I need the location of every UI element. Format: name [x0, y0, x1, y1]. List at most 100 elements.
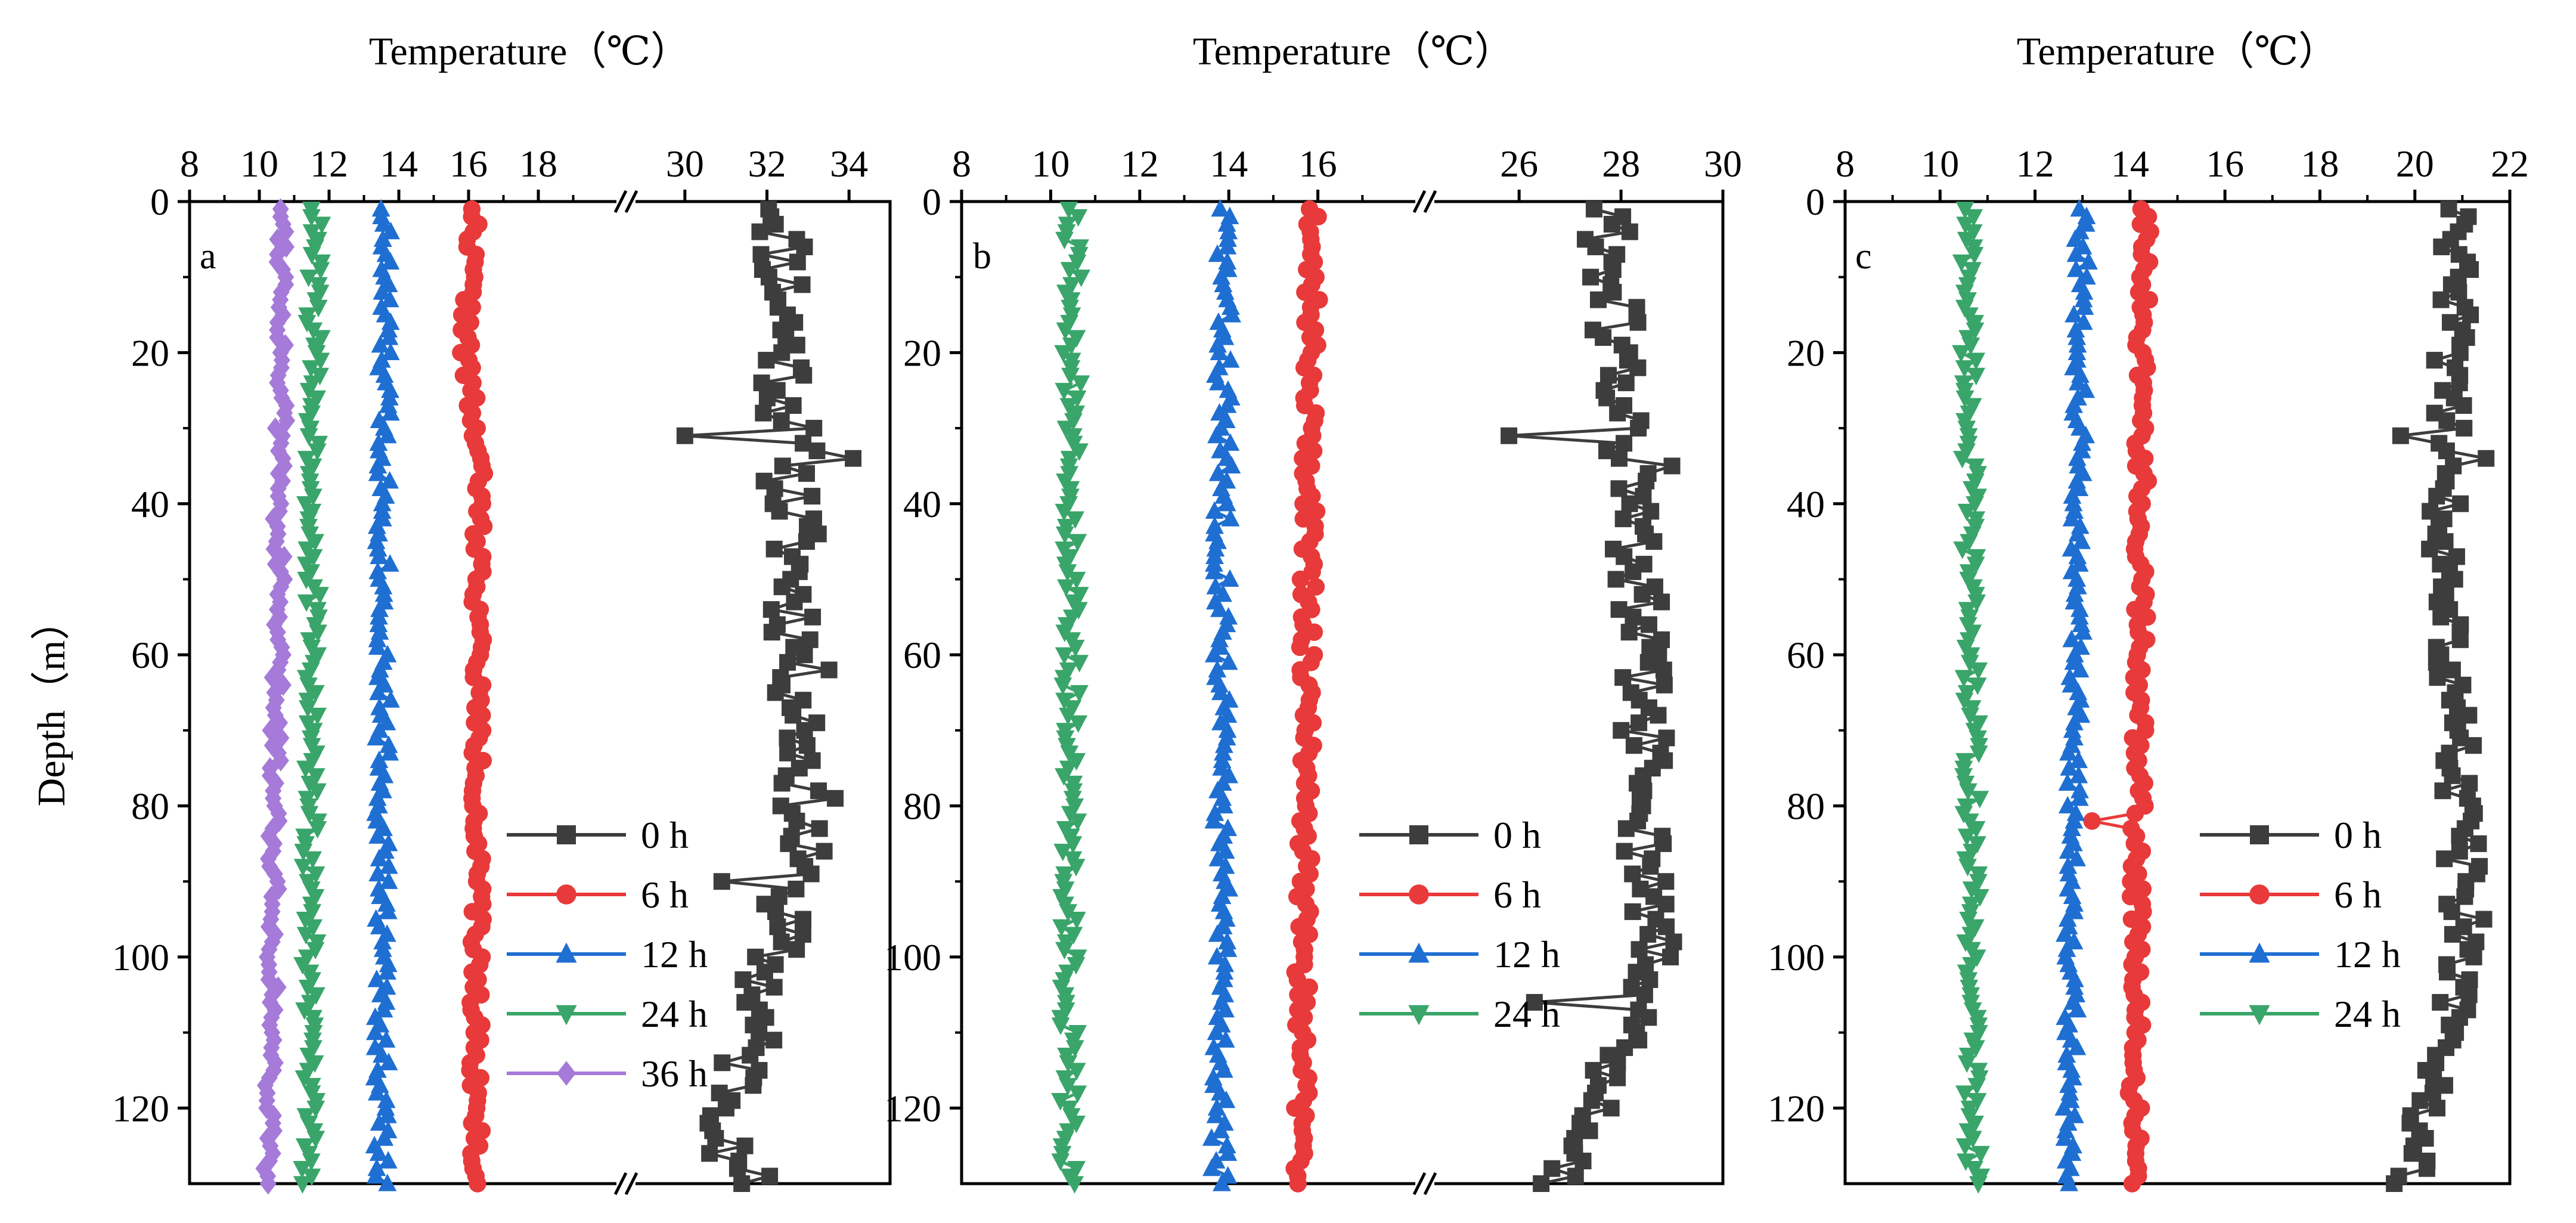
data-point — [266, 417, 284, 439]
x-tick-label: 14 — [1210, 143, 1248, 185]
data-point — [2461, 775, 2478, 792]
x-tick-label: 34 — [830, 143, 868, 185]
data-point — [311, 587, 329, 605]
data-point — [771, 503, 788, 520]
data-point — [736, 1137, 754, 1154]
data-point — [1208, 849, 1227, 866]
data-point — [701, 1145, 718, 1162]
data-point — [1202, 1128, 1221, 1146]
data-point — [827, 789, 844, 807]
data-point — [1957, 503, 1976, 522]
y-tick-label: 60 — [903, 634, 941, 676]
data-point — [370, 879, 388, 897]
y-tick-label: 20 — [131, 332, 169, 374]
data-point — [1067, 911, 1086, 930]
data-point — [297, 594, 316, 612]
data-point — [377, 1090, 396, 1109]
data-point — [1067, 571, 1086, 590]
data-point — [264, 666, 281, 689]
data-point — [1214, 743, 1232, 761]
series-36h — [255, 198, 296, 1195]
data-point — [1616, 843, 1633, 860]
data-point — [1616, 1039, 1633, 1056]
data-point — [2068, 373, 2087, 391]
axis-break-top — [1423, 190, 1437, 213]
data-point — [377, 1030, 396, 1048]
data-point — [2066, 320, 2085, 338]
data-point — [742, 1046, 759, 1064]
legend-marker — [1408, 942, 1430, 963]
data-point — [798, 465, 815, 482]
data-point — [1223, 305, 1241, 323]
data-point — [2064, 305, 2084, 323]
data-point — [379, 871, 398, 889]
data-point — [1067, 956, 1086, 975]
series-12h — [365, 199, 400, 1191]
data-point — [1067, 859, 1086, 877]
data-point — [266, 863, 283, 885]
data-point — [1066, 639, 1085, 658]
x-tick-label: 16 — [2206, 143, 2244, 185]
data-point — [734, 971, 752, 988]
data-point — [779, 744, 796, 761]
y-tick-label: 60 — [1787, 634, 1825, 676]
data-point — [1289, 1175, 1307, 1193]
data-point — [380, 327, 399, 345]
data-point — [798, 737, 816, 754]
data-point — [311, 262, 330, 280]
data-point — [370, 599, 389, 617]
data-point — [2451, 374, 2468, 392]
data-point — [2432, 291, 2450, 308]
data-point — [1219, 652, 1238, 670]
legend-marker — [2249, 1005, 2270, 1026]
x-tick-label: 8 — [952, 143, 971, 185]
data-point — [2057, 939, 2076, 957]
data-point — [1625, 737, 1642, 754]
data-point — [769, 918, 786, 936]
data-point — [1213, 1174, 1231, 1191]
data-point — [2126, 804, 2144, 822]
data-point — [2438, 412, 2456, 429]
data-point — [1219, 221, 1238, 240]
y-tick-label: 20 — [1787, 332, 1825, 374]
data-point — [795, 911, 812, 928]
data-point — [2059, 841, 2078, 859]
axis-break-bottom — [613, 1172, 628, 1196]
data-point — [2055, 1128, 2074, 1146]
legend-marker — [556, 884, 576, 905]
legend-label: 12 h — [1493, 933, 1560, 976]
data-point — [294, 843, 313, 862]
data-point — [1657, 896, 1675, 913]
x-tick-label: 20 — [2396, 143, 2434, 185]
data-point — [302, 209, 321, 227]
data-point — [1294, 495, 1312, 513]
data-point — [302, 1168, 321, 1187]
data-point — [1599, 367, 1617, 384]
data-point — [2462, 306, 2479, 324]
data-point — [1970, 791, 1989, 809]
data-point — [2456, 420, 2473, 437]
data-point — [1642, 503, 1660, 520]
data-point — [1581, 1122, 1598, 1140]
data-point — [371, 335, 390, 353]
data-point — [788, 941, 805, 958]
data-point — [2065, 645, 2084, 662]
data-point — [801, 631, 819, 648]
data-point — [2436, 850, 2453, 868]
legend-label: 0 h — [2334, 814, 2382, 856]
data-point — [379, 856, 398, 874]
data-point — [1221, 350, 1240, 368]
y-tick-label: 0 — [150, 181, 169, 223]
data-point — [2460, 707, 2478, 724]
x-tick-label: 18 — [519, 143, 557, 185]
data-point — [370, 698, 389, 716]
data-point — [1645, 533, 1663, 550]
data-point — [367, 727, 386, 746]
data-point — [1206, 1106, 1225, 1123]
y-tick-label: 60 — [131, 634, 169, 676]
data-point — [1211, 1120, 1230, 1138]
data-point — [1222, 456, 1241, 474]
data-point — [302, 1153, 321, 1171]
data-point — [811, 820, 828, 837]
data-point — [1053, 843, 1072, 862]
